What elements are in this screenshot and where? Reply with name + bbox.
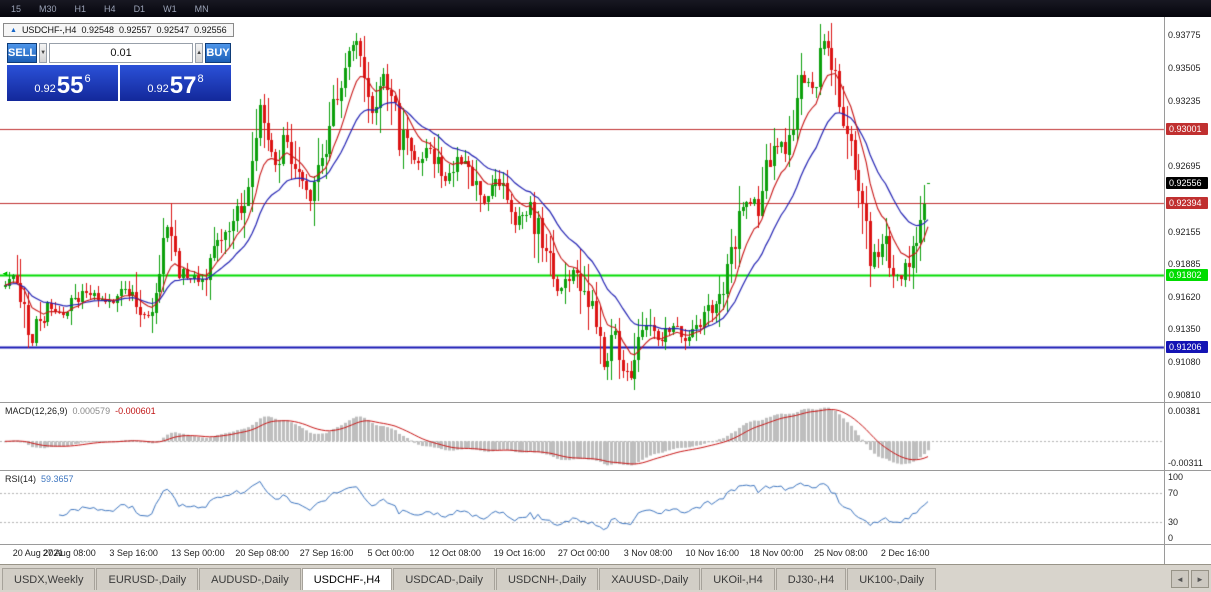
- volume-increase-button[interactable]: ▲: [195, 43, 204, 63]
- level-price-chip: 0.91206: [1166, 340, 1208, 353]
- sell-price-prefix: 0.92: [34, 83, 56, 95]
- tab-usdcnh-daily[interactable]: USDCNH-,Daily: [495, 568, 599, 590]
- buy-price-display[interactable]: 0.92 57 8: [120, 65, 231, 101]
- price-tick: 0.93505: [1168, 62, 1201, 73]
- timeframe-h4[interactable]: H4: [104, 3, 116, 14]
- level-price-chip: 0.92394: [1166, 196, 1208, 209]
- rsi-axis-label: 30: [1168, 517, 1179, 528]
- ohlc-low: 0.92547: [156, 25, 190, 35]
- buy-price-prefix: 0.92: [147, 83, 169, 95]
- panel-separator: [0, 402, 1211, 403]
- time-axis-label: 13 Sep 00:00: [171, 548, 225, 558]
- current-price-chip: 0.92556: [1166, 177, 1208, 189]
- timeframe-d1[interactable]: D1: [133, 3, 146, 14]
- time-axis-label: 19 Oct 16:00: [493, 548, 546, 558]
- price-tick: 0.91350: [1168, 324, 1201, 335]
- rsi-label: RSI(14) 59.3657: [5, 474, 74, 484]
- time-axis-label: 10 Nov 16:00: [685, 548, 740, 558]
- level-price-chip: 0.91802: [1166, 268, 1208, 281]
- time-axis-label: 27 Aug 08:00: [42, 548, 96, 558]
- rsi-axis-label: 70: [1168, 487, 1179, 498]
- sell-price-display[interactable]: 0.92 55 6: [7, 65, 118, 101]
- buy-button[interactable]: BUY: [205, 43, 231, 63]
- time-axis-label: 27 Oct 00:00: [557, 548, 610, 558]
- tab-uk100-daily[interactable]: UK100-,Daily: [847, 568, 937, 590]
- ohlc-open: 0.92548: [81, 25, 114, 35]
- tab-usdchf-h4[interactable]: USDCHF-,H4: [301, 568, 393, 590]
- price-axis-separator: [1164, 17, 1165, 564]
- time-axis-label: 3 Sep 16:00: [109, 548, 158, 558]
- price-tick: 0.93235: [1168, 95, 1201, 106]
- time-axis-label: 20 Aug 2021: [12, 548, 64, 558]
- sell-price-pip: 6: [84, 73, 91, 85]
- rsi-value: 59.3657: [41, 474, 74, 484]
- price-tick: 0.92695: [1168, 161, 1201, 172]
- tab-usdx-weekly[interactable]: USDX,Weekly: [2, 568, 96, 590]
- chart-icon: ▲: [10, 26, 17, 34]
- price-tick: 0.91885: [1168, 259, 1201, 270]
- time-axis-label: 3 Nov 08:00: [623, 548, 673, 558]
- one-click-trading-panel: SELL ▼ ▲ BUY 0.92 55 6 0.92 57 8: [7, 43, 231, 101]
- time-axis-label: 25 Nov 08:00: [814, 548, 868, 558]
- tab-usdcad-daily[interactable]: USDCAD-,Daily: [393, 568, 495, 590]
- level-marker-icon: ◄: [1, 269, 9, 278]
- macd-panel[interactable]: [0, 403, 1211, 470]
- tab-eurusd-daily[interactable]: EURUSD-,Daily: [96, 568, 199, 590]
- time-axis-label: 12 Oct 08:00: [429, 548, 481, 558]
- timeframe-m30[interactable]: M30: [39, 3, 57, 14]
- timeframe-h1[interactable]: H1: [74, 3, 87, 14]
- panel-separator: [0, 544, 1211, 545]
- timeframe-mn[interactable]: MN: [194, 3, 209, 14]
- chart-window: ▲ USDCHF-,H4 0.92548 0.92557 0.92547 0.9…: [0, 17, 1211, 564]
- ohlc-high: 0.92557: [119, 25, 152, 35]
- symbol-tab-bar: USDX,Weekly EURUSD-,Daily AUDUSD-,Daily USD…: [0, 564, 1211, 592]
- panel-separator: [0, 470, 1211, 471]
- chart-symbol: USDCHF-,H4: [21, 25, 77, 35]
- volume-input[interactable]: [49, 43, 194, 63]
- time-axis-label: 20 Sep 08:00: [235, 548, 289, 558]
- scroll-right-icon[interactable]: ►: [1191, 570, 1209, 588]
- macd-axis-min: -0.00311: [1168, 458, 1203, 468]
- tab-xauusd-daily[interactable]: XAUUSD-,Daily: [599, 568, 701, 590]
- price-tick: 0.91620: [1168, 291, 1201, 302]
- tab-dj30-h4[interactable]: DJ30-,H4: [775, 568, 847, 590]
- timeframe-toolbar: 15 M30 H1 H4 D1 W1 MN: [0, 0, 1211, 17]
- macd-label: MACD(12,26,9) 0.000579 -0.000601: [5, 406, 156, 416]
- timeframe-w1[interactable]: W1: [163, 3, 177, 14]
- rsi-axis-label: 100: [1168, 472, 1184, 482]
- level-price-chip: 0.93001: [1166, 122, 1208, 135]
- buy-price-big: 57: [169, 72, 197, 99]
- time-axis-label: 5 Oct 00:00: [367, 548, 415, 558]
- price-tick: 0.90810: [1168, 390, 1201, 400]
- chart-title-bar[interactable]: ▲ USDCHF-,H4 0.92548 0.92557 0.92547 0.9…: [3, 23, 234, 37]
- rsi-axis-label: 0: [1168, 533, 1174, 543]
- timeframe-15[interactable]: 15: [11, 3, 22, 14]
- rsi-panel[interactable]: [0, 471, 1211, 544]
- tab-scroll-controls: ◄ ►: [1171, 570, 1209, 590]
- ohlc-close: 0.92556: [194, 25, 227, 35]
- sell-button[interactable]: SELL: [7, 43, 38, 63]
- tab-audusd-daily[interactable]: AUDUSD-,Daily: [199, 568, 301, 590]
- time-axis-label: 27 Sep 16:00: [299, 548, 354, 558]
- macd-value: 0.000579: [72, 406, 111, 416]
- tab-ukoil-h4[interactable]: UKOil-,H4: [701, 568, 775, 590]
- price-tick: 0.91080: [1168, 357, 1201, 368]
- price-tick: 0.93775: [1168, 30, 1201, 40]
- price-tick: 0.92155: [1168, 226, 1201, 237]
- macd-signal-value: -0.000601: [115, 406, 156, 416]
- macd-axis-max: 0.00381: [1168, 406, 1201, 416]
- volume-decrease-button[interactable]: ▼: [39, 43, 48, 63]
- scroll-left-icon[interactable]: ◄: [1171, 570, 1189, 588]
- buy-price-pip: 8: [197, 73, 204, 85]
- time-axis-label: 18 Nov 00:00: [749, 548, 804, 558]
- time-axis-label: 2 Dec 16:00: [880, 548, 930, 558]
- sell-price-big: 55: [56, 72, 84, 99]
